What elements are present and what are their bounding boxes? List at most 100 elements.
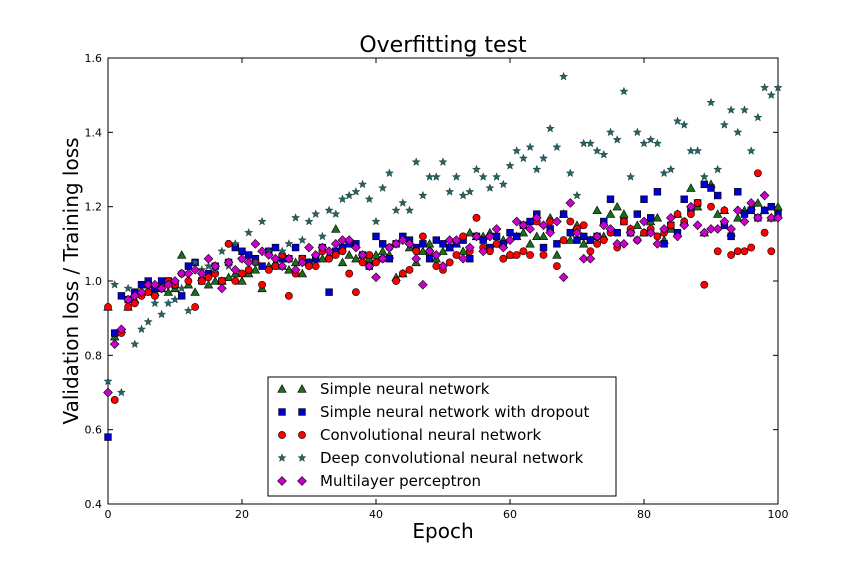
data-point [190,257,200,267]
data-point [244,228,254,237]
data-point [559,210,568,218]
data-point [438,157,448,166]
data-point [639,138,649,148]
data-point [297,268,308,278]
data-point [713,247,722,256]
data-point [284,291,293,300]
data-point [245,251,253,259]
data-point [325,288,333,296]
axis-ticks: 0 20 40 60 80 100 0.4 0.6 0.8 1.0 1.2 1.4 1.6 [85,52,789,521]
data-point [318,231,327,241]
data-point [505,161,515,170]
x-tick-label: 80 [637,508,651,521]
data-point [104,303,112,311]
data-point [632,127,642,137]
data-point [223,257,234,268]
data-point [699,227,710,238]
data-point [519,153,528,163]
data-point [344,190,354,200]
data-point [632,235,643,245]
data-point [331,209,341,218]
data-point [586,236,595,244]
data-point [445,258,454,267]
data-point [243,257,254,268]
data-point [707,184,715,192]
data-point [392,277,400,285]
data-point [592,205,602,215]
data-point [593,239,601,248]
data-point [592,231,602,242]
data-point [471,231,482,242]
data-point [526,251,534,259]
data-point [652,212,663,222]
data-point [553,240,561,248]
data-point [478,172,488,181]
data-point [344,250,354,259]
data-point [324,246,334,257]
data-point [223,272,234,281]
data-point [632,220,643,229]
data-point [706,224,716,234]
data-point [284,265,294,274]
data-point [210,261,221,271]
data-point [720,206,729,215]
data-point [109,339,120,350]
data-point [498,179,508,189]
data-point [104,433,112,441]
data-point [720,120,729,129]
data-point [586,138,595,148]
data-point [753,112,763,122]
data-point [692,220,703,231]
data-point [310,250,321,260]
data-point [612,239,623,249]
data-point [284,239,294,248]
data-point [431,250,442,260]
legend-label: Simple neural network [320,380,490,398]
data-point [599,236,608,245]
data-point [666,164,676,174]
data-point [237,276,247,285]
data-point [230,265,241,275]
data-point [405,205,414,215]
y-tick-label: 1.6 [85,52,103,65]
data-point [625,227,636,238]
data-point [438,261,448,271]
legend-marker [277,453,287,462]
data-point [739,216,750,227]
data-point [686,201,696,212]
data-point [734,188,742,196]
data-point [531,212,542,223]
data-point [552,142,562,151]
data-point [525,142,535,151]
data-point [633,210,642,218]
data-point [404,239,415,249]
data-point [157,277,166,285]
data-point [572,190,582,200]
data-point [578,239,589,248]
y-tick-label: 1.4 [85,126,103,139]
data-point [178,292,186,300]
data-point [760,228,769,237]
data-point [297,235,307,244]
data-point [324,205,334,215]
data-point [103,387,113,398]
data-point [284,253,294,264]
data-point [719,216,730,227]
data-point [565,198,576,208]
data-point [377,253,388,264]
data-point [499,254,508,263]
data-point [345,269,354,278]
data-point [251,257,260,267]
legend-label: Deep convolutional neural network [320,449,584,467]
data-point [371,250,381,259]
data-point [217,277,226,285]
data-point [129,291,140,301]
data-point [659,224,669,234]
data-point [418,279,428,290]
data-point [592,146,602,155]
data-point [492,172,501,181]
data-point [338,247,347,256]
data-point [620,217,628,226]
data-point [123,294,133,305]
data-point [640,195,648,203]
